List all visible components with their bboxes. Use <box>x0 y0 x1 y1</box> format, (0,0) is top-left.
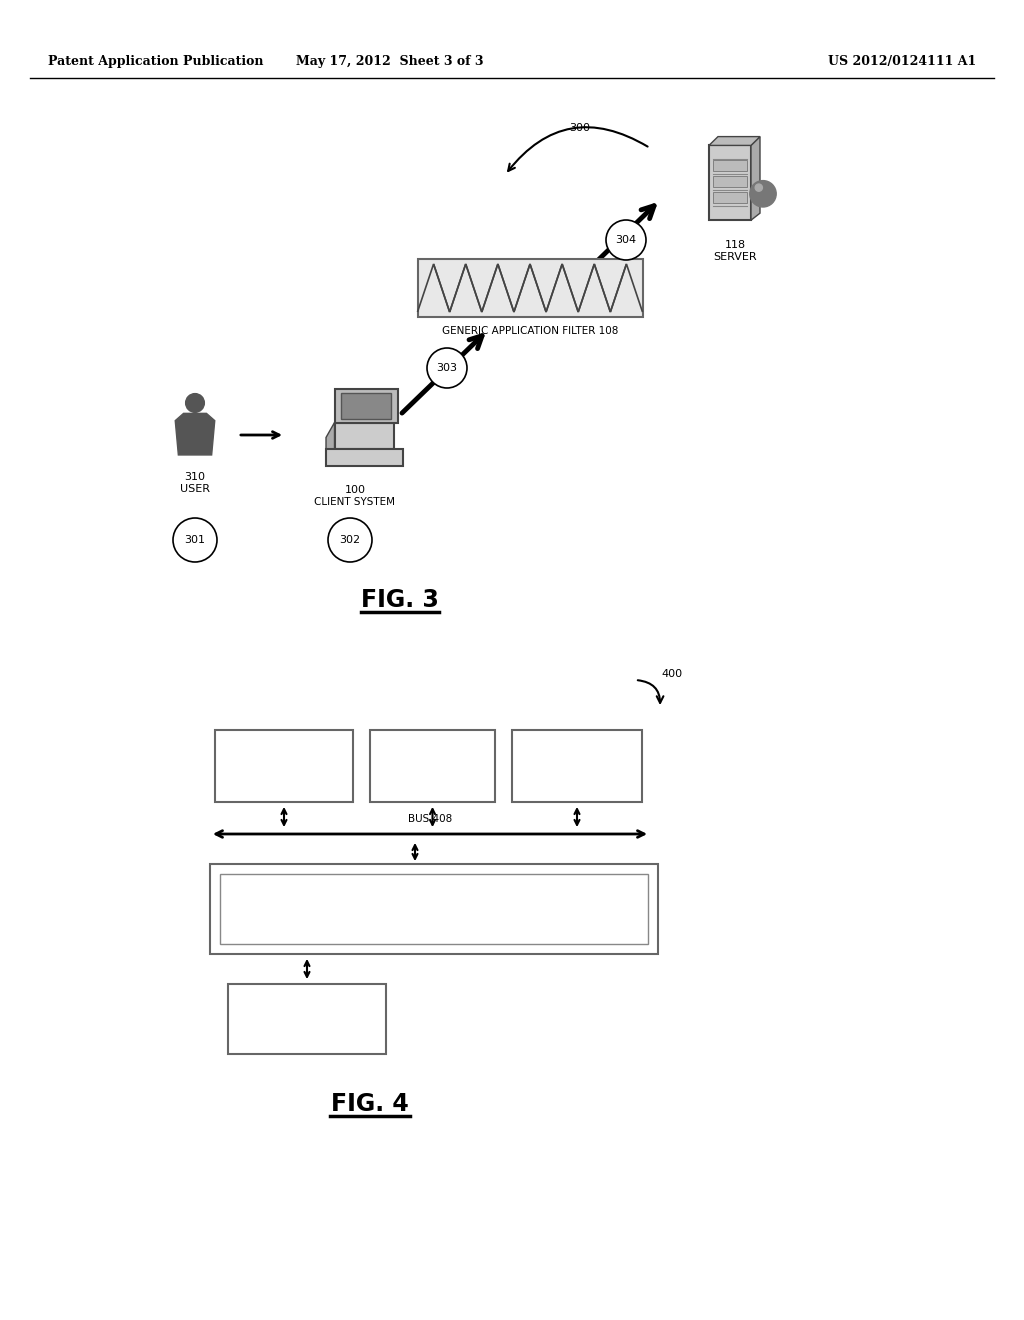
Text: 100: 100 <box>344 484 366 495</box>
Text: PROCESSOR: PROCESSOR <box>250 767 318 776</box>
Text: 303: 303 <box>436 363 458 374</box>
Circle shape <box>755 183 763 191</box>
Polygon shape <box>341 392 391 418</box>
FancyBboxPatch shape <box>713 176 746 186</box>
Text: COMMUNICATIONS MODULE 410: COMMUNICATIONS MODULE 410 <box>350 880 518 891</box>
Text: USER: USER <box>180 484 210 494</box>
Text: US 2012/0124111 A1: US 2012/0124111 A1 <box>827 55 976 69</box>
FancyBboxPatch shape <box>709 145 751 220</box>
FancyBboxPatch shape <box>215 730 353 803</box>
Text: DATA: DATA <box>563 771 591 781</box>
Text: MEMORY 404: MEMORY 404 <box>395 762 469 771</box>
Polygon shape <box>751 136 760 220</box>
Polygon shape <box>175 413 215 455</box>
Circle shape <box>750 181 776 207</box>
FancyBboxPatch shape <box>228 983 386 1053</box>
Polygon shape <box>335 422 394 449</box>
Text: FIG. 4: FIG. 4 <box>331 1092 409 1115</box>
Text: 302: 302 <box>339 535 360 545</box>
FancyBboxPatch shape <box>713 191 746 202</box>
Text: BUS 408: BUS 408 <box>408 814 453 824</box>
Text: 304: 304 <box>615 235 637 246</box>
Polygon shape <box>709 136 760 145</box>
Text: 400: 400 <box>662 669 683 678</box>
Text: Patent Application Publication: Patent Application Publication <box>48 55 263 69</box>
FancyBboxPatch shape <box>512 730 642 803</box>
Text: 118: 118 <box>724 240 745 249</box>
FancyBboxPatch shape <box>220 874 648 944</box>
Circle shape <box>328 517 372 562</box>
Polygon shape <box>326 422 335 466</box>
Text: CLIENT SYSTEM: CLIENT SYSTEM <box>314 498 395 507</box>
Circle shape <box>173 517 217 562</box>
Circle shape <box>427 348 467 388</box>
Polygon shape <box>335 389 398 422</box>
Text: GENERIC APPLICATION FILTER 108: GENERIC APPLICATION FILTER 108 <box>441 326 618 337</box>
FancyBboxPatch shape <box>370 730 495 803</box>
Text: May 17, 2012  Sheet 3 of 3: May 17, 2012 Sheet 3 of 3 <box>296 55 483 69</box>
Text: 412: 412 <box>296 1002 317 1012</box>
Circle shape <box>185 393 205 412</box>
Text: 300: 300 <box>569 123 591 133</box>
FancyBboxPatch shape <box>210 865 658 954</box>
Text: PROCESSOR: PROCESSOR <box>272 1020 341 1031</box>
Bar <box>418 259 642 317</box>
Text: STORAGE 406: STORAGE 406 <box>539 752 615 763</box>
Polygon shape <box>326 449 402 466</box>
Text: 402: 402 <box>273 748 295 758</box>
Text: SERVER: SERVER <box>713 252 757 261</box>
Text: 301: 301 <box>184 535 206 545</box>
FancyBboxPatch shape <box>713 160 746 170</box>
Text: FIG. 3: FIG. 3 <box>361 587 439 612</box>
Text: 310: 310 <box>184 473 206 482</box>
Circle shape <box>606 220 646 260</box>
